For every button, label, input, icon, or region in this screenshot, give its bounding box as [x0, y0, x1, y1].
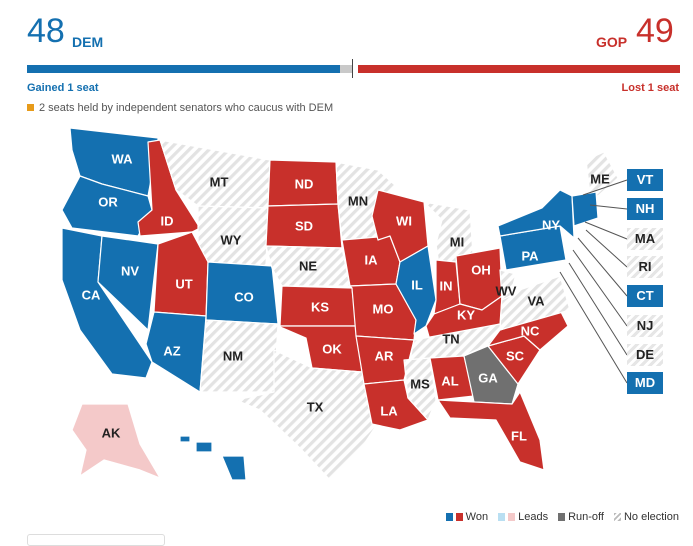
legend-runoff-swatch — [558, 513, 566, 521]
state-label-ne: NE — [299, 258, 317, 273]
dem-seat-bar — [27, 65, 340, 73]
state-label-co: CO — [234, 289, 254, 304]
state-label-ks: KS — [311, 299, 329, 314]
state-label-wa: WA — [112, 151, 134, 166]
state-label-il: IL — [411, 277, 423, 292]
majority-marker — [352, 59, 353, 78]
side-state-ma[interactable]: MA — [627, 228, 663, 250]
state-tn[interactable] — [409, 323, 513, 361]
state-label-ky: KY — [457, 307, 475, 322]
side-state-vt[interactable]: VT — [627, 169, 663, 191]
independent-square-icon — [27, 104, 34, 111]
state-va[interactable] — [499, 275, 571, 331]
state-label-al: AL — [441, 373, 458, 388]
state-label-nd: ND — [295, 176, 314, 191]
legend-dem-leads-swatch — [498, 513, 506, 521]
legend-runoff: Run-off — [558, 511, 604, 523]
state-label-hi: HI — [202, 467, 215, 482]
state-label-va: VA — [527, 293, 545, 308]
state-label-ia: IA — [365, 252, 379, 267]
state-label-nv: NV — [121, 263, 139, 278]
state-label-ny: NY — [542, 217, 560, 232]
state-label-la: LA — [380, 403, 398, 418]
state-label-oh: OH — [471, 262, 491, 277]
state-nv[interactable] — [97, 235, 159, 331]
state-label-ca: CA — [82, 287, 101, 302]
independent-seat-bar — [340, 65, 353, 73]
independent-note: 2 seats held by independent senators who… — [27, 102, 333, 114]
side-state-nh[interactable]: NH — [627, 198, 663, 220]
state-label-mo: MO — [373, 301, 394, 316]
state-label-ok: OK — [322, 341, 342, 356]
state-label-or: OR — [98, 194, 118, 209]
gop-change: Lost 1 seat — [621, 82, 679, 94]
state-new-england-block[interactable] — [571, 191, 599, 227]
legend-dem-swatch — [445, 513, 453, 521]
map-legend: Won Leads Run-off No election — [445, 511, 679, 523]
state-label-ut: UT — [175, 276, 192, 291]
state-tx[interactable] — [235, 349, 381, 481]
gop-seat-count: 49 — [636, 12, 674, 50]
state-wv[interactable] — [499, 269, 517, 301]
state-label-in: IN — [440, 278, 453, 293]
side-state-ri[interactable]: RI — [627, 256, 663, 278]
side-state-ct[interactable]: CT — [627, 285, 663, 307]
state-label-fl: FL — [511, 428, 527, 443]
state-ga[interactable] — [463, 345, 519, 405]
legend-gop-leads-swatch — [508, 513, 516, 521]
state-label-nm: NM — [223, 348, 243, 363]
state-wi[interactable] — [371, 189, 429, 263]
dem-change: Gained 1 seat — [27, 82, 99, 94]
bottom-tab[interactable] — [27, 534, 165, 546]
state-label-az: AZ — [163, 343, 180, 358]
state-fl[interactable] — [437, 391, 545, 471]
side-state-de[interactable]: DE — [627, 344, 663, 366]
state-label-ga: GA — [478, 370, 498, 385]
legend-no-election: No election — [613, 511, 679, 523]
dem-label: DEM — [72, 34, 104, 50]
state-label-mn: MN — [348, 193, 368, 208]
state-label-pa: PA — [521, 248, 539, 263]
state-il[interactable] — [395, 245, 437, 335]
state-ne[interactable] — [265, 245, 351, 287]
state-ak[interactable] — [71, 403, 161, 479]
state-label-tn: TN — [442, 331, 459, 346]
state-label-mi: MI — [450, 234, 464, 249]
state-label-ak: AK — [102, 425, 121, 440]
gop-seat-bar — [358, 65, 680, 73]
side-state-md[interactable]: MD — [627, 372, 663, 394]
gop-label: GOP — [596, 34, 628, 50]
state-label-ar: AR — [375, 348, 394, 363]
legend-gop-swatch — [455, 513, 463, 521]
legend-leads: Leads — [498, 511, 548, 523]
state-label-sd: SD — [295, 218, 313, 233]
state-label-wv: WV — [496, 283, 517, 298]
state-hi[interactable] — [179, 435, 247, 481]
state-label-ms: MS — [410, 376, 430, 391]
legend-hatch-swatch — [613, 513, 621, 521]
state-label-sc: SC — [506, 348, 525, 363]
state-label-wi: WI — [396, 213, 412, 228]
side-state-nj[interactable]: NJ — [627, 315, 663, 337]
state-label-tx: TX — [307, 399, 324, 414]
dem-seat-count: 48 — [27, 12, 65, 50]
state-label-id: ID — [161, 213, 174, 228]
state-label-wy: WY — [221, 232, 242, 247]
state-label-mt: MT — [210, 174, 229, 189]
state-az[interactable] — [145, 311, 207, 393]
state-label-me: ME — [590, 171, 610, 186]
state-label-nc: NC — [521, 323, 540, 338]
legend-won: Won — [445, 511, 488, 523]
state-ms[interactable] — [403, 357, 437, 421]
